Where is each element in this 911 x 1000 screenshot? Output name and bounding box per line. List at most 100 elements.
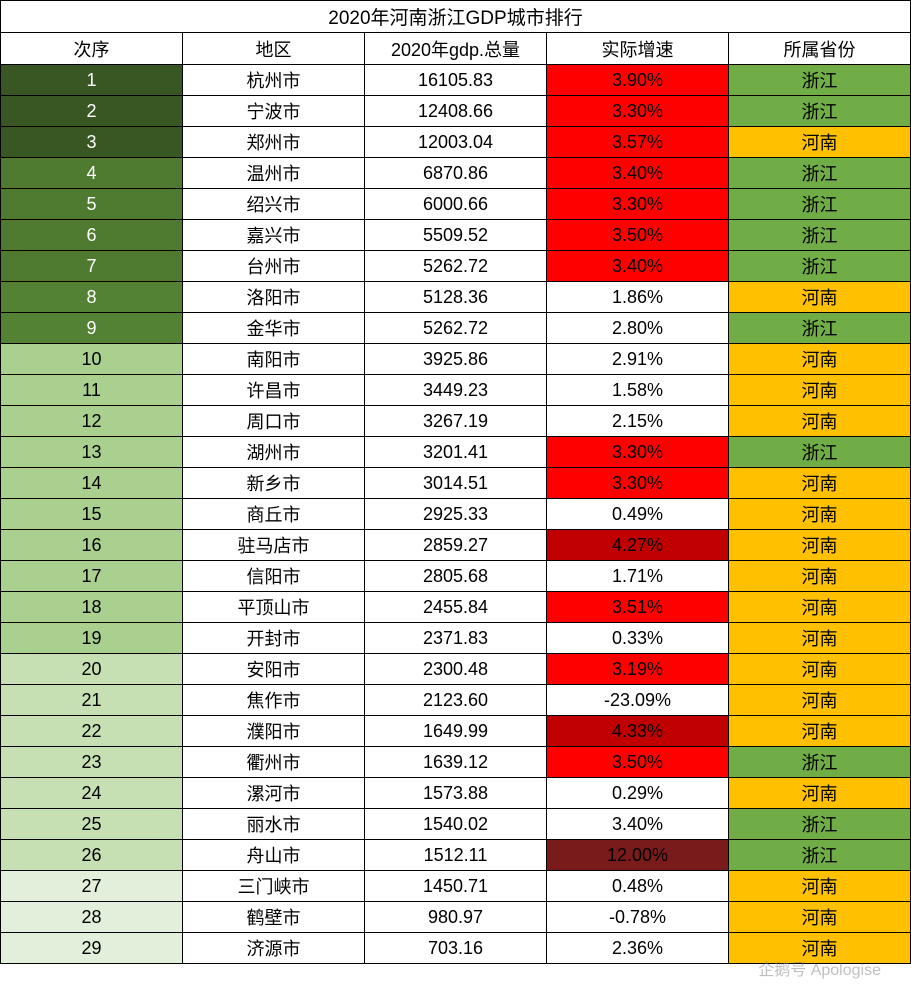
table-row: 2宁波市12408.663.30%浙江 bbox=[1, 96, 911, 127]
cell-gdp: 3201.41 bbox=[365, 437, 547, 468]
table-row: 12周口市3267.192.15%河南 bbox=[1, 406, 911, 437]
cell-growth: 0.33% bbox=[547, 623, 729, 654]
cell-province: 河南 bbox=[729, 375, 911, 406]
cell-province: 河南 bbox=[729, 127, 911, 158]
cell-rank: 22 bbox=[1, 716, 183, 747]
table-title: 2020年河南浙江GDP城市排行 bbox=[1, 1, 911, 33]
cell-gdp: 2371.83 bbox=[365, 623, 547, 654]
cell-province: 河南 bbox=[729, 468, 911, 499]
header-province: 所属省份 bbox=[729, 33, 911, 65]
cell-province: 河南 bbox=[729, 778, 911, 809]
table-row: 3郑州市12003.043.57%河南 bbox=[1, 127, 911, 158]
cell-growth: 1.86% bbox=[547, 282, 729, 313]
cell-province: 河南 bbox=[729, 406, 911, 437]
cell-region: 信阳市 bbox=[183, 561, 365, 592]
cell-province: 河南 bbox=[729, 685, 911, 716]
cell-gdp: 3449.23 bbox=[365, 375, 547, 406]
table-row: 23衢州市1639.123.50%浙江 bbox=[1, 747, 911, 778]
cell-rank: 1 bbox=[1, 65, 183, 96]
cell-province: 河南 bbox=[729, 902, 911, 933]
cell-growth: 0.48% bbox=[547, 871, 729, 902]
cell-region: 绍兴市 bbox=[183, 189, 365, 220]
cell-rank: 18 bbox=[1, 592, 183, 623]
cell-region: 舟山市 bbox=[183, 840, 365, 871]
cell-province: 浙江 bbox=[729, 840, 911, 871]
cell-region: 许昌市 bbox=[183, 375, 365, 406]
table-row: 10南阳市3925.862.91%河南 bbox=[1, 344, 911, 375]
table-row: 6嘉兴市5509.523.50%浙江 bbox=[1, 220, 911, 251]
cell-gdp: 12003.04 bbox=[365, 127, 547, 158]
table-row: 17信阳市2805.681.71%河南 bbox=[1, 561, 911, 592]
cell-rank: 15 bbox=[1, 499, 183, 530]
cell-province: 河南 bbox=[729, 654, 911, 685]
cell-gdp: 1639.12 bbox=[365, 747, 547, 778]
gdp-ranking-table: 2020年河南浙江GDP城市排行 次序 地区 2020年gdp.总量 实际增速 … bbox=[0, 0, 911, 964]
cell-region: 开封市 bbox=[183, 623, 365, 654]
table-row: 8洛阳市5128.361.86%河南 bbox=[1, 282, 911, 313]
cell-growth: 3.19% bbox=[547, 654, 729, 685]
table-title-row: 2020年河南浙江GDP城市排行 bbox=[1, 1, 911, 33]
cell-rank: 23 bbox=[1, 747, 183, 778]
cell-gdp: 5509.52 bbox=[365, 220, 547, 251]
cell-region: 濮阳市 bbox=[183, 716, 365, 747]
table-row: 14新乡市3014.513.30%河南 bbox=[1, 468, 911, 499]
table-row: 15商丘市2925.330.49%河南 bbox=[1, 499, 911, 530]
table-row: 19开封市2371.830.33%河南 bbox=[1, 623, 911, 654]
cell-region: 洛阳市 bbox=[183, 282, 365, 313]
cell-gdp: 2455.84 bbox=[365, 592, 547, 623]
cell-province: 河南 bbox=[729, 530, 911, 561]
cell-region: 杭州市 bbox=[183, 65, 365, 96]
cell-region: 湖州市 bbox=[183, 437, 365, 468]
cell-gdp: 6000.66 bbox=[365, 189, 547, 220]
cell-growth: 3.57% bbox=[547, 127, 729, 158]
cell-region: 南阳市 bbox=[183, 344, 365, 375]
cell-rank: 21 bbox=[1, 685, 183, 716]
cell-rank: 26 bbox=[1, 840, 183, 871]
table-row: 20安阳市2300.483.19%河南 bbox=[1, 654, 911, 685]
cell-rank: 14 bbox=[1, 468, 183, 499]
header-growth: 实际增速 bbox=[547, 33, 729, 65]
cell-gdp: 1540.02 bbox=[365, 809, 547, 840]
cell-province: 河南 bbox=[729, 344, 911, 375]
cell-rank: 5 bbox=[1, 189, 183, 220]
table-row: 26舟山市1512.1112.00%浙江 bbox=[1, 840, 911, 871]
table-row: 7台州市5262.723.40%浙江 bbox=[1, 251, 911, 282]
cell-growth: 1.58% bbox=[547, 375, 729, 406]
cell-growth: 4.33% bbox=[547, 716, 729, 747]
cell-region: 驻马店市 bbox=[183, 530, 365, 561]
cell-gdp: 12408.66 bbox=[365, 96, 547, 127]
cell-province: 浙江 bbox=[729, 251, 911, 282]
cell-region: 台州市 bbox=[183, 251, 365, 282]
cell-region: 丽水市 bbox=[183, 809, 365, 840]
cell-province: 浙江 bbox=[729, 65, 911, 96]
cell-growth: 0.29% bbox=[547, 778, 729, 809]
cell-province: 浙江 bbox=[729, 220, 911, 251]
cell-region: 漯河市 bbox=[183, 778, 365, 809]
cell-region: 周口市 bbox=[183, 406, 365, 437]
cell-rank: 11 bbox=[1, 375, 183, 406]
cell-region: 金华市 bbox=[183, 313, 365, 344]
cell-province: 浙江 bbox=[729, 809, 911, 840]
table-header-row: 次序 地区 2020年gdp.总量 实际增速 所属省份 bbox=[1, 33, 911, 65]
cell-growth: -23.09% bbox=[547, 685, 729, 716]
cell-gdp: 2925.33 bbox=[365, 499, 547, 530]
table-row: 21焦作市2123.60-23.09%河南 bbox=[1, 685, 911, 716]
cell-province: 河南 bbox=[729, 592, 911, 623]
cell-region: 三门峡市 bbox=[183, 871, 365, 902]
cell-region: 郑州市 bbox=[183, 127, 365, 158]
cell-region: 宁波市 bbox=[183, 96, 365, 127]
cell-rank: 2 bbox=[1, 96, 183, 127]
table-row: 27三门峡市1450.710.48%河南 bbox=[1, 871, 911, 902]
table-row: 13湖州市3201.413.30%浙江 bbox=[1, 437, 911, 468]
cell-province: 河南 bbox=[729, 561, 911, 592]
cell-rank: 20 bbox=[1, 654, 183, 685]
cell-province: 河南 bbox=[729, 871, 911, 902]
cell-region: 嘉兴市 bbox=[183, 220, 365, 251]
cell-region: 焦作市 bbox=[183, 685, 365, 716]
cell-growth: 2.80% bbox=[547, 313, 729, 344]
cell-gdp: 703.16 bbox=[365, 933, 547, 964]
cell-gdp: 3014.51 bbox=[365, 468, 547, 499]
cell-growth: 1.71% bbox=[547, 561, 729, 592]
cell-growth: 2.91% bbox=[547, 344, 729, 375]
cell-region: 新乡市 bbox=[183, 468, 365, 499]
